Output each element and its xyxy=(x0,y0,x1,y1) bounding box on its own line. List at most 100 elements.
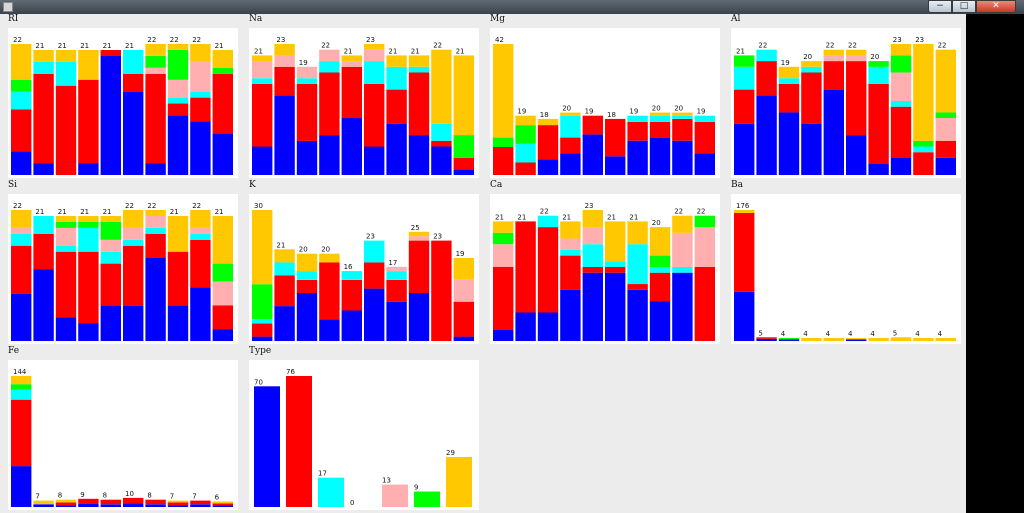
bar-value-label: 20 xyxy=(674,105,683,113)
bar-segment xyxy=(33,216,54,234)
bar-value-label: 20 xyxy=(870,53,879,61)
bar-value-label: 18 xyxy=(607,111,616,119)
maximize-button[interactable]: □ xyxy=(952,0,976,13)
bar-segment xyxy=(252,55,273,62)
bar-segment xyxy=(78,323,99,341)
bar-segment xyxy=(846,49,867,56)
bar-segment xyxy=(846,338,867,340)
bar-value-label: 9 xyxy=(80,491,84,499)
bar-segment xyxy=(734,66,755,90)
minimize-button[interactable]: − xyxy=(928,0,952,13)
panel-title: RI xyxy=(8,14,19,24)
bar-value-label: 4 xyxy=(826,330,831,338)
bar-segment xyxy=(627,115,648,122)
bar-segment xyxy=(252,210,273,285)
bar-segment xyxy=(296,271,318,280)
bar-value-label: 8 xyxy=(58,492,62,500)
bar-value-label: 21 xyxy=(35,42,44,50)
bar-segment xyxy=(560,221,581,239)
bar-segment xyxy=(55,502,77,506)
bar-segment xyxy=(100,55,121,175)
bar-segment xyxy=(649,227,671,256)
bar-segment xyxy=(11,91,32,110)
bar-value-label: 19 xyxy=(781,59,790,67)
bar-value-label: 21 xyxy=(125,42,134,50)
close-button[interactable]: ✕ xyxy=(976,0,1016,13)
bar-segment xyxy=(364,44,385,50)
bar-segment xyxy=(100,239,121,252)
bar-segment xyxy=(212,216,233,264)
histogram-chart: 22 21 21 21 21 21 22 22 22 21 xyxy=(8,28,238,178)
bar-segment xyxy=(560,289,581,341)
bar-segment xyxy=(100,251,121,264)
bar-value-label: 5 xyxy=(758,329,762,337)
bar-segment xyxy=(846,55,867,62)
bar-segment xyxy=(734,291,755,341)
bar-value-label: 22 xyxy=(674,208,683,216)
bar-segment xyxy=(123,497,144,504)
bar-value-label: 22 xyxy=(125,202,134,210)
bar-segment xyxy=(33,233,54,270)
bar-segment xyxy=(672,112,693,116)
bar-segment xyxy=(11,210,32,228)
bar-segment xyxy=(649,122,671,138)
bar-segment xyxy=(935,157,956,175)
bar-segment xyxy=(649,267,671,273)
bar-segment xyxy=(145,504,166,507)
bar-value-label: 9 xyxy=(414,484,418,492)
bar-segment xyxy=(408,293,430,341)
bar-segment xyxy=(386,123,407,175)
bar-segment xyxy=(145,233,166,258)
bar-segment xyxy=(78,163,99,175)
bar-segment xyxy=(672,272,693,341)
bar-segment xyxy=(296,253,318,272)
bar-segment xyxy=(560,255,581,290)
bar-segment xyxy=(274,262,295,276)
bar-value-label: 21 xyxy=(629,213,638,221)
bar-segment xyxy=(145,210,166,216)
bar-segment xyxy=(364,49,385,62)
bar-value-label: 21 xyxy=(215,42,224,50)
histogram-grid: RI 22 21 21 21 21 21 22 22 22 21 Na 21 23 19 22 21 23 21 21… xyxy=(0,14,966,513)
bar-segment xyxy=(341,61,362,67)
bar-segment xyxy=(560,115,581,138)
bar-value-label: 22 xyxy=(192,202,201,210)
bar-segment xyxy=(913,338,934,341)
bar-segment xyxy=(55,85,77,175)
bar-value-label: 23 xyxy=(433,233,442,241)
bar xyxy=(414,491,440,507)
bar-value-label: 22 xyxy=(147,36,156,44)
histogram-chart: 144 7 8 9 8 10 8 7 7 6 xyxy=(8,360,238,510)
bar-segment xyxy=(341,271,362,280)
bar-segment xyxy=(734,123,755,175)
bar-segment xyxy=(11,466,32,507)
bar-segment xyxy=(167,251,189,306)
bar-segment xyxy=(319,253,340,263)
bar-segment xyxy=(145,44,166,56)
bar-segment xyxy=(890,72,912,101)
bar-value-label: 7 xyxy=(35,493,39,501)
bar-segment xyxy=(341,310,362,341)
bar-value-label: 0 xyxy=(350,499,354,507)
bar-segment xyxy=(649,272,671,302)
bar-segment xyxy=(33,73,54,164)
bar-segment xyxy=(11,293,32,341)
bar-segment xyxy=(386,66,407,90)
bar-segment xyxy=(55,227,77,246)
bar-value-label: 21 xyxy=(80,208,89,216)
bar-segment xyxy=(212,50,233,68)
bar-segment xyxy=(212,505,233,507)
bar-segment xyxy=(846,339,867,341)
bar-segment xyxy=(756,49,777,62)
window-controls: − □ ✕ xyxy=(928,0,1016,13)
bar-segment xyxy=(627,284,648,290)
bar-value-label: 21 xyxy=(344,47,353,55)
bar-segment xyxy=(145,227,166,234)
bar-segment xyxy=(560,238,581,250)
bar-value-label: 23 xyxy=(915,36,924,44)
bar-segment xyxy=(431,146,452,175)
bar-segment xyxy=(100,499,121,505)
bar-segment xyxy=(78,503,99,507)
bar-segment xyxy=(100,216,121,222)
panel-title: K xyxy=(249,180,256,190)
